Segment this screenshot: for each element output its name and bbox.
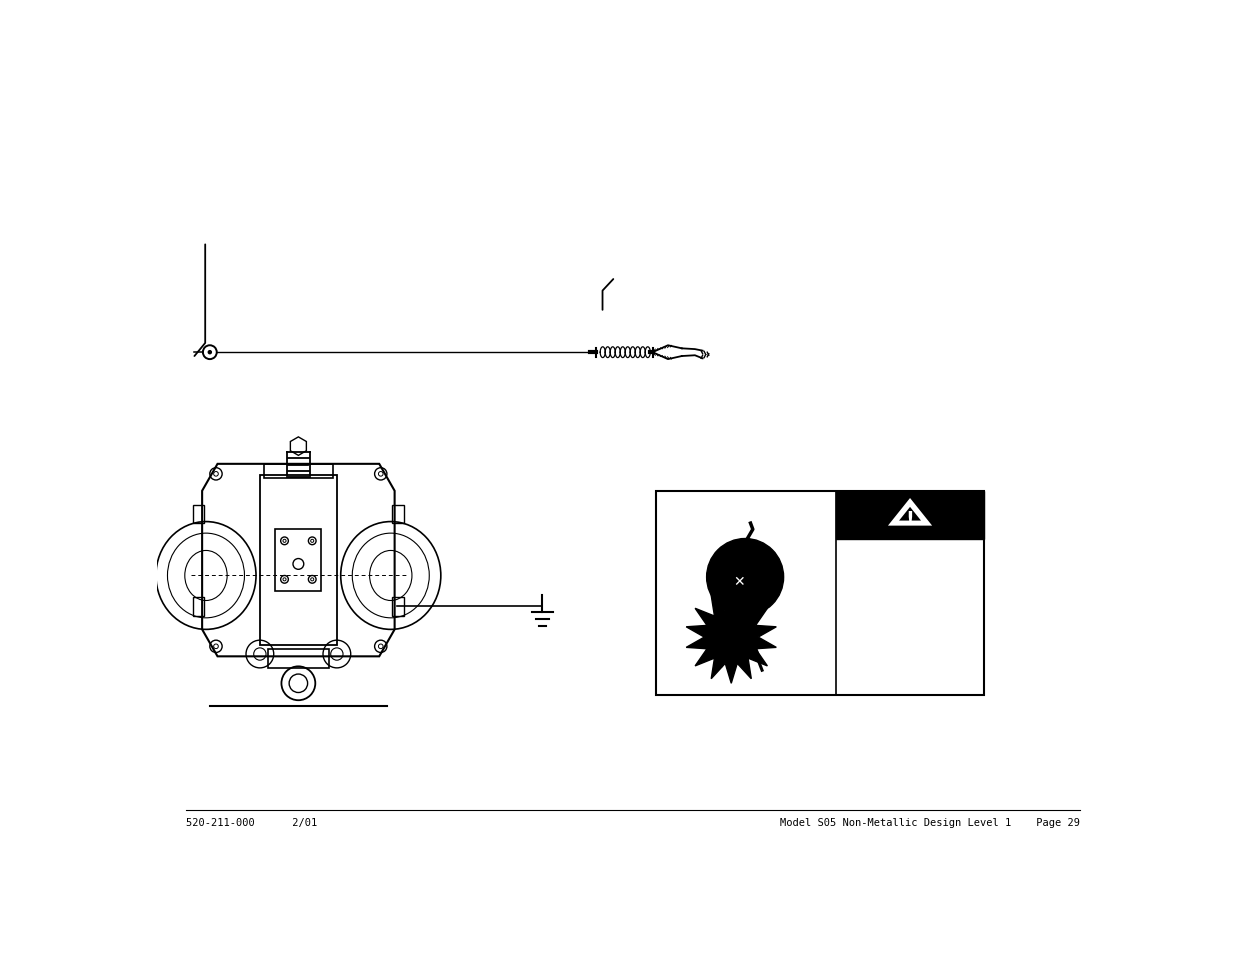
Bar <box>264 464 333 478</box>
Text: 520-211-000      2/01: 520-211-000 2/01 <box>186 817 317 827</box>
Bar <box>836 491 983 539</box>
Text: !: ! <box>905 510 914 529</box>
Bar <box>275 530 321 591</box>
Bar <box>193 598 205 616</box>
Polygon shape <box>892 501 929 524</box>
Bar <box>193 505 205 523</box>
Bar <box>393 598 404 616</box>
Bar <box>393 505 404 523</box>
Bar <box>268 649 330 668</box>
Circle shape <box>706 539 784 616</box>
Circle shape <box>209 352 211 355</box>
Bar <box>259 476 337 645</box>
Text: Model S05 Non-Metallic Design Level 1    Page 29: Model S05 Non-Metallic Design Level 1 Pa… <box>781 817 1079 827</box>
Text: ✕: ✕ <box>734 575 745 588</box>
Polygon shape <box>687 591 777 683</box>
Bar <box>657 491 983 695</box>
